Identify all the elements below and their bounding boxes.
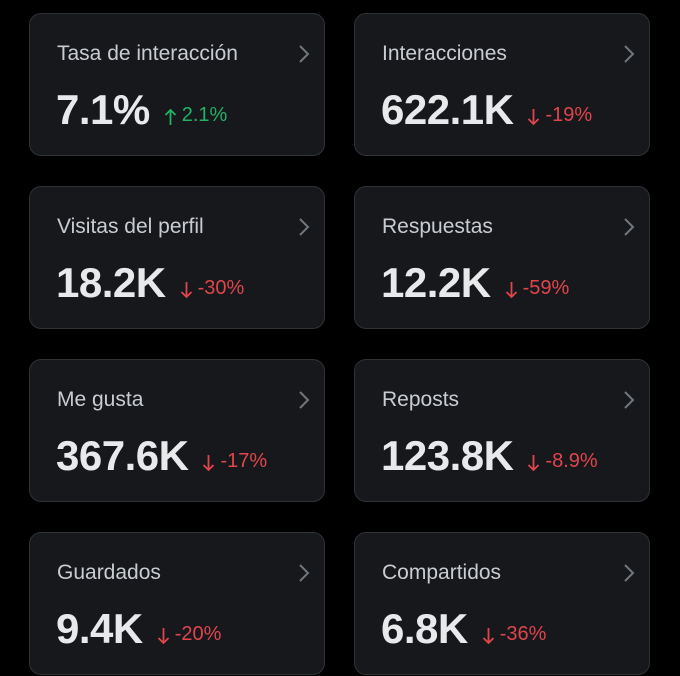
chevron-right-icon [624, 45, 635, 63]
change-badge: -8.9% [527, 449, 598, 473]
change-value: -20% [174, 622, 222, 645]
change-badge: -19% [527, 104, 592, 127]
arrow-up-icon [164, 108, 176, 125]
change-value: -17% [220, 449, 268, 472]
card-label: Interacciones [382, 42, 507, 65]
chevron-right-icon [299, 391, 310, 409]
change-badge: 2.1% [164, 103, 228, 127]
chevron-right-icon [624, 391, 635, 409]
card-bookmarks[interactable]: Guardados 9.4K -20% [29, 532, 325, 675]
arrow-down-icon [528, 455, 540, 472]
change-value: -36% [499, 622, 547, 645]
card-metric: 12.2K -59% [381, 259, 569, 307]
metric-value: 9.4K [56, 605, 143, 652]
chevron-right-icon [624, 218, 635, 236]
card-label: Compartidos [382, 561, 502, 584]
change-badge: -36% [482, 622, 547, 646]
metric-value: 622.1K [381, 86, 514, 133]
card-label: Tasa de interacción [57, 42, 238, 65]
arrow-down-icon [203, 455, 215, 472]
card-metric: 9.4K -20% [56, 605, 221, 653]
card-metric: 6.8K -36% [381, 605, 546, 653]
card-metric: 18.2K -30% [56, 259, 244, 307]
change-badge: -59% [505, 276, 570, 300]
card-profile-visits[interactable]: Visitas del perfil 18.2K -30% [29, 186, 325, 329]
card-interactions[interactable]: Interacciones 622.1K -19% [354, 13, 650, 156]
chevron-right-icon [299, 218, 310, 236]
arrow-down-icon [528, 109, 540, 126]
card-shares[interactable]: Compartidos 6.8K -36% [354, 532, 650, 675]
card-label: Reposts [382, 388, 460, 411]
card-label: Guardados [57, 561, 161, 584]
arrow-down-icon [505, 282, 517, 299]
change-value: -59% [522, 276, 570, 299]
card-label: Respuestas [382, 215, 493, 238]
card-replies[interactable]: Respuestas 12.2K -59% [354, 186, 650, 329]
chevron-right-icon [624, 564, 635, 582]
change-value: -30% [197, 276, 245, 299]
card-reposts[interactable]: Reposts 123.8K -8.9% [354, 359, 650, 502]
card-metric: 622.1K -19% [381, 86, 592, 134]
metric-value: 367.6K [56, 432, 189, 479]
arrow-down-icon [157, 628, 169, 645]
metric-value: 6.8K [381, 605, 468, 652]
metric-value: 12.2K [381, 259, 491, 306]
chevron-right-icon [299, 564, 310, 582]
card-likes[interactable]: Me gusta 367.6K -17% [29, 359, 325, 502]
change-badge: -30% [180, 276, 245, 300]
change-value: -8.9% [545, 449, 598, 472]
change-value: 2.1% [181, 103, 228, 126]
card-metric: 123.8K -8.9% [381, 432, 598, 480]
chevron-right-icon [299, 45, 310, 63]
metric-value: 123.8K [381, 432, 514, 479]
card-engagement-rate[interactable]: Tasa de interacción 7.1% 2.1% [29, 13, 325, 156]
change-badge: -20% [157, 622, 222, 646]
card-metric: 7.1% 2.1% [56, 86, 227, 134]
change-badge: -17% [202, 450, 267, 473]
arrow-down-icon [180, 282, 192, 299]
card-label: Me gusta [57, 388, 144, 411]
card-metric: 367.6K -17% [56, 432, 267, 480]
arrow-down-icon [482, 628, 494, 645]
card-label: Visitas del perfil [57, 215, 204, 238]
metric-value: 18.2K [56, 259, 166, 306]
metric-value: 7.1% [56, 86, 150, 133]
change-value: -19% [545, 103, 593, 126]
